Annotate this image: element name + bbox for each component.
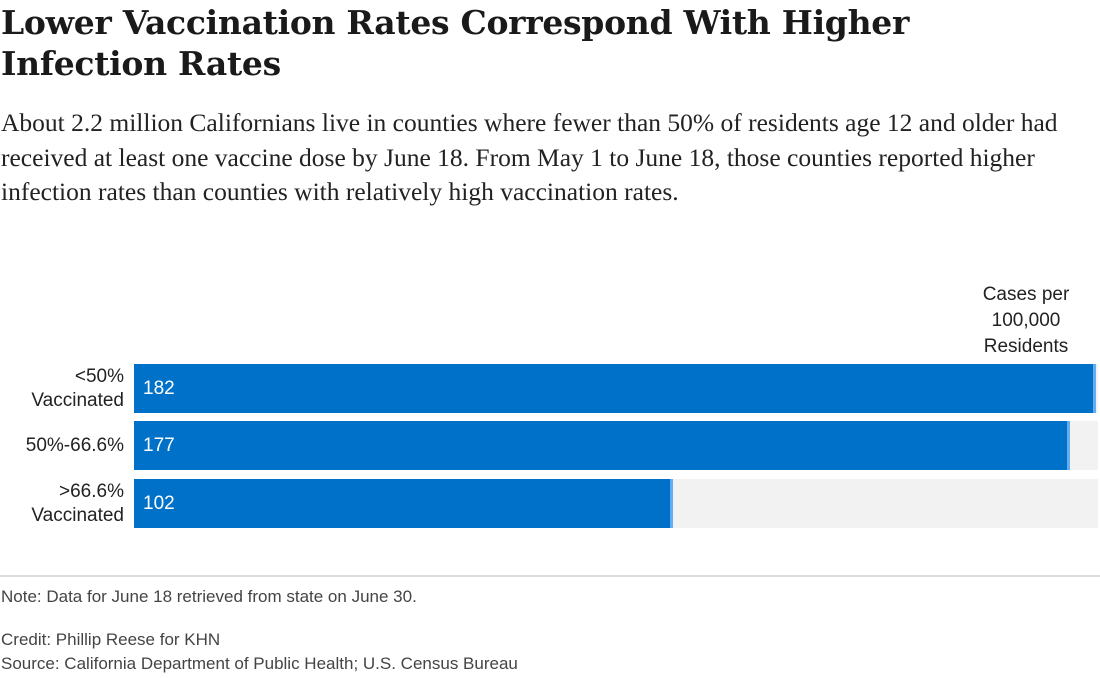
category-label: <50% Vaccinated — [0, 365, 124, 413]
value-axis-label-line: Cases per — [982, 284, 1070, 305]
bar-value-label: 182 — [143, 378, 175, 399]
value-axis-label-line: 100,000 — [991, 310, 1061, 331]
category-label-line: 50%-66.6% — [25, 434, 124, 456]
category-label: >66.6% Vaccinated — [0, 480, 124, 528]
bar-track: 177 — [134, 421, 1098, 470]
category-label-line: >66.6% — [59, 480, 124, 502]
category-label-line: <50% — [74, 365, 124, 387]
chart-title: Lower Vaccination Rates Correspond With … — [1, 3, 910, 83]
bar-value-label: 177 — [143, 435, 175, 456]
footer-note: Note: Data for June 18 retrieved from st… — [1, 587, 417, 606]
category-label-line: Vaccinated — [31, 389, 124, 411]
value-axis-label-line: Residents — [983, 336, 1069, 357]
category-label-line: Vaccinated — [31, 504, 124, 526]
bar: 102 — [134, 479, 673, 528]
bar-track: 182 — [134, 364, 1098, 413]
bar-track: 102 — [134, 479, 1098, 528]
bar: 177 — [134, 421, 1070, 470]
chart-subtitle: About 2.2 million Californians live in c… — [1, 108, 1058, 206]
category-label: 50%-66.6% — [0, 434, 124, 458]
bar: 182 — [134, 364, 1096, 413]
footer-credit: Credit: Phillip Reese for KHN — [1, 630, 221, 649]
bar-value-label: 102 — [143, 493, 175, 514]
footer-source: Source: California Department of Public … — [1, 654, 518, 673]
footer-divider — [0, 575, 1100, 577]
value-axis-label: Cases per 100,000 Residents — [960, 282, 1092, 360]
